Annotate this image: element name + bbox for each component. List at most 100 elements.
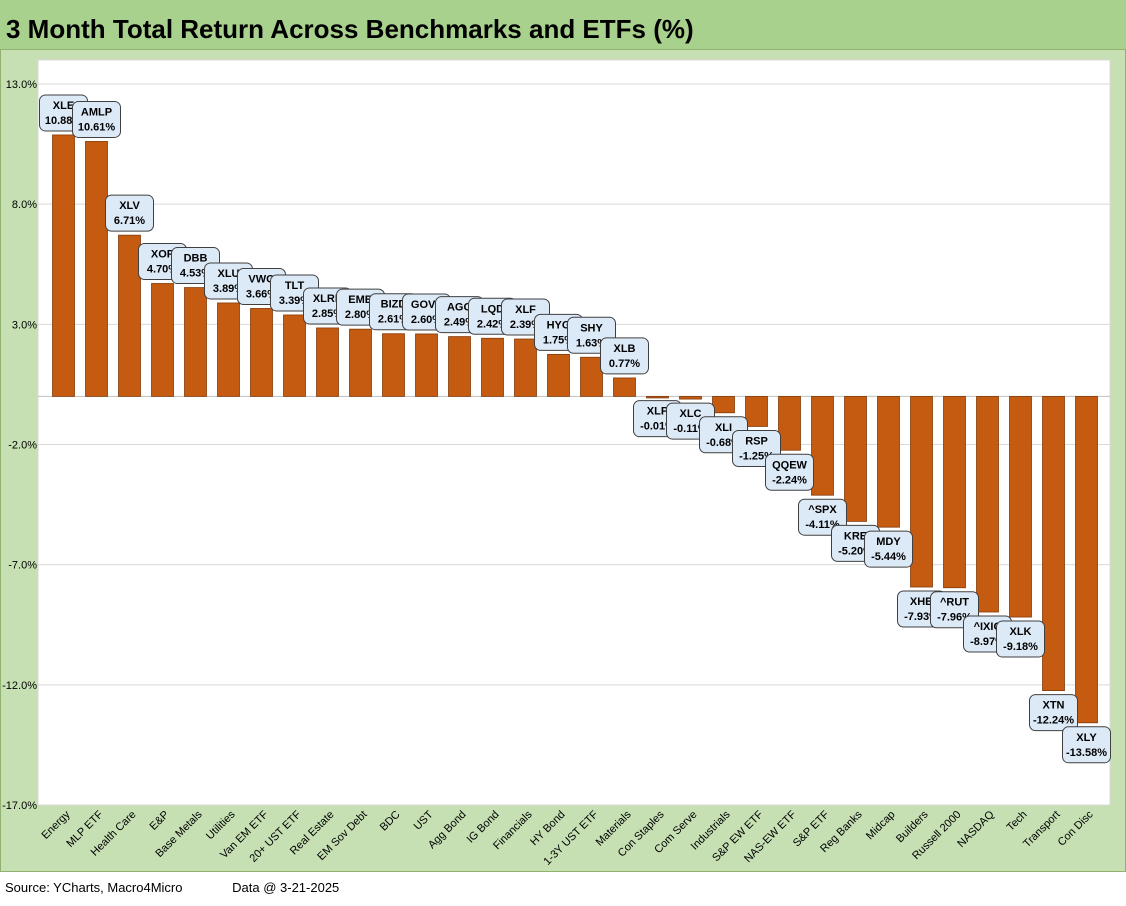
- x-tick-label: Con Disc: [1056, 808, 1096, 848]
- data-label-ticker: ^IXIC: [974, 621, 1002, 633]
- x-tick-label: UST: [412, 808, 436, 832]
- bar: [811, 396, 834, 496]
- data-label-value: -9.18%: [1003, 641, 1038, 653]
- bars: [52, 134, 1098, 724]
- data-label: XLV 6.71%: [105, 194, 154, 232]
- bar: [85, 141, 108, 397]
- data-label-ticker: XLP: [647, 406, 668, 418]
- data-label-ticker: MDY: [876, 536, 901, 548]
- bar: [613, 377, 636, 397]
- data-label-box: [105, 194, 154, 232]
- data-label-value: 2.39%: [510, 319, 541, 331]
- data-label-ticker: DBB: [184, 253, 208, 265]
- data-label-ticker: TLT: [285, 280, 305, 292]
- data-label-ticker: AGG: [447, 302, 472, 314]
- data-label: XLK -9.18%: [996, 620, 1045, 658]
- data-label-value: 4.70%: [147, 263, 178, 275]
- y-tick-label: 8.0%: [12, 199, 37, 211]
- data-label-ticker: XLE: [53, 100, 74, 112]
- data-label-ticker: XLB: [614, 343, 636, 355]
- bar: [547, 353, 570, 397]
- data-label-ticker: XLI: [715, 422, 732, 434]
- bar: [679, 396, 702, 400]
- data-label-value: 6.71%: [114, 215, 145, 227]
- data-label-ticker: ^RUT: [940, 597, 969, 609]
- data-label-value: 2.49%: [444, 317, 475, 329]
- data-label-ticker: XOP: [151, 248, 174, 260]
- bar-chart: 13.0% 8.0% 3.0% -2.0% -7.0% -12.0% -17.0% Ener…: [2, 59, 1111, 868]
- bar: [448, 336, 471, 397]
- data-label-value: 2.80%: [345, 309, 376, 321]
- y-axis-ticks: 13.0% 8.0% 3.0% -2.0% -7.0% -12.0% -17.0%: [2, 79, 37, 812]
- bar: [1042, 396, 1065, 692]
- data-label: XTN -12.24%: [1029, 694, 1078, 732]
- y-tick-label: 3.0%: [12, 319, 37, 331]
- data-label-box: [765, 453, 814, 491]
- data-label: XLY -13.58%: [1062, 726, 1111, 764]
- bar: [646, 396, 669, 399]
- y-tick-label: -17.0%: [2, 800, 37, 812]
- x-tick-label: Tech: [1005, 809, 1030, 834]
- data-label: MDY -5.44%: [864, 530, 913, 568]
- bar: [415, 333, 438, 397]
- data-label-value: -2.24%: [772, 474, 807, 486]
- data-label-box: [72, 100, 121, 138]
- x-tick-label: NASDAQ: [955, 808, 997, 850]
- data-label-ticker: XLF: [515, 304, 536, 316]
- bar: [349, 328, 372, 397]
- data-label-value: 10.61%: [78, 121, 116, 133]
- bar: [844, 396, 867, 522]
- data-label: AMLP 10.61%: [72, 100, 121, 138]
- data-label-ticker: XLC: [680, 408, 702, 420]
- data-label-ticker: KRE: [844, 530, 867, 542]
- data-label-ticker: XLV: [119, 200, 140, 212]
- bar: [481, 337, 504, 397]
- chart-title: 3 Month Total Return Across Benchmarks a…: [6, 14, 694, 44]
- data-label-value: 0.77%: [609, 358, 640, 370]
- bar: [382, 333, 405, 397]
- y-tick-label: -12.0%: [2, 680, 37, 692]
- data-label-ticker: XLU: [218, 268, 240, 280]
- data-label-value: 1.63%: [576, 337, 607, 349]
- data-label-box: [1029, 694, 1078, 732]
- data-label-ticker: XLK: [1010, 626, 1032, 638]
- data-label-box: [1062, 726, 1111, 764]
- bar: [910, 396, 933, 588]
- data-label-value: 2.85%: [312, 308, 343, 320]
- data-label-ticker: RSP: [745, 435, 768, 447]
- x-tick-label: E&P: [148, 809, 172, 833]
- data-label: XLB 0.77%: [600, 337, 649, 375]
- bar: [52, 134, 75, 397]
- data-label-value: -5.44%: [871, 551, 906, 563]
- data-label-value: 4.53%: [180, 268, 211, 280]
- data-label-ticker: VWO: [248, 273, 275, 285]
- bar: [151, 283, 174, 397]
- data-label-value: -12.24%: [1033, 715, 1074, 727]
- data-label-ticker: XLRE: [313, 293, 342, 305]
- data-label-value: 2.61%: [378, 314, 409, 326]
- data-label-value: 3.66%: [246, 288, 277, 300]
- data-label-box: [600, 337, 649, 375]
- x-tick-label: BDC: [378, 809, 403, 834]
- data-label-value: -13.58%: [1066, 747, 1107, 759]
- data-label-value: 1.75%: [543, 334, 574, 346]
- bar: [580, 356, 603, 397]
- bar: [1075, 396, 1098, 724]
- data-label-ticker: GOVT: [411, 299, 442, 311]
- bar: [1009, 396, 1032, 618]
- source-note: Source: YCharts, Macro4Micro: [5, 880, 183, 895]
- bar: [943, 396, 966, 589]
- bar: [745, 396, 768, 427]
- bar: [118, 234, 141, 397]
- bar: [316, 327, 339, 397]
- bar: [250, 308, 273, 397]
- data-label-value: 3.39%: [279, 295, 310, 307]
- data-label-ticker: QQEW: [772, 459, 807, 471]
- data-label-ticker: XTN: [1043, 700, 1065, 712]
- data-label-value: 2.42%: [477, 318, 508, 330]
- data-date: Data @ 3-21-2025: [232, 880, 340, 895]
- data-label-ticker: EMB: [348, 294, 373, 306]
- x-tick-label: Midcap: [864, 809, 898, 843]
- data-label-ticker: XLY: [1076, 732, 1097, 744]
- bar: [217, 302, 240, 397]
